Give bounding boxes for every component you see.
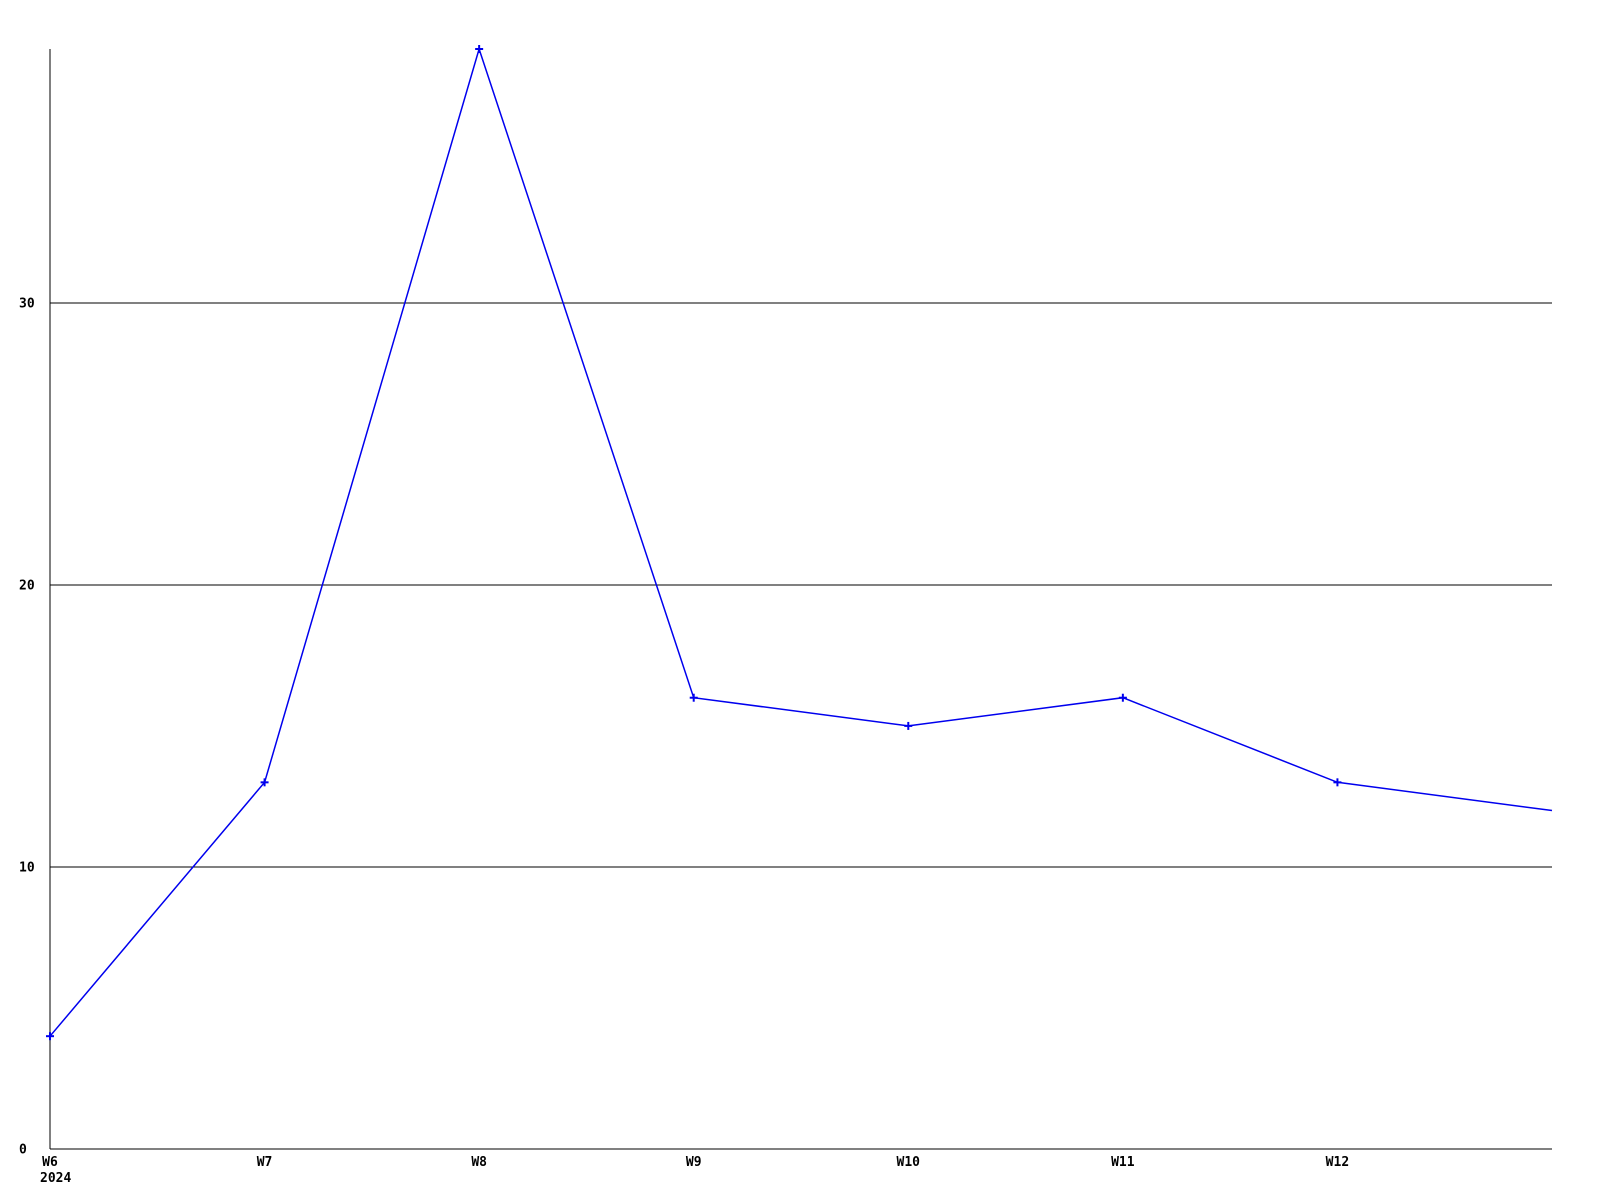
series-line	[49, 46, 1553, 1037]
x-tick-label-w7: W7	[257, 1155, 273, 1170]
x-tick-label-w8: W8	[471, 1155, 487, 1170]
y-tick-label-20: 20	[19, 578, 35, 593]
x-tick-label-w11: W11	[1111, 1155, 1135, 1170]
y-tick-label-10: 10	[19, 860, 35, 875]
y-tick-label-0: 0	[19, 1143, 27, 1158]
x-tick-label-w10: W10	[897, 1155, 921, 1170]
y-tick-label-30: 30	[19, 296, 35, 311]
x-axis-year-label: 2024	[40, 1171, 71, 1186]
x-tick-label-w9: W9	[686, 1155, 702, 1170]
x-tick-label-w6: W6	[42, 1155, 58, 1170]
x-tick-label-w12: W12	[1326, 1155, 1349, 1170]
